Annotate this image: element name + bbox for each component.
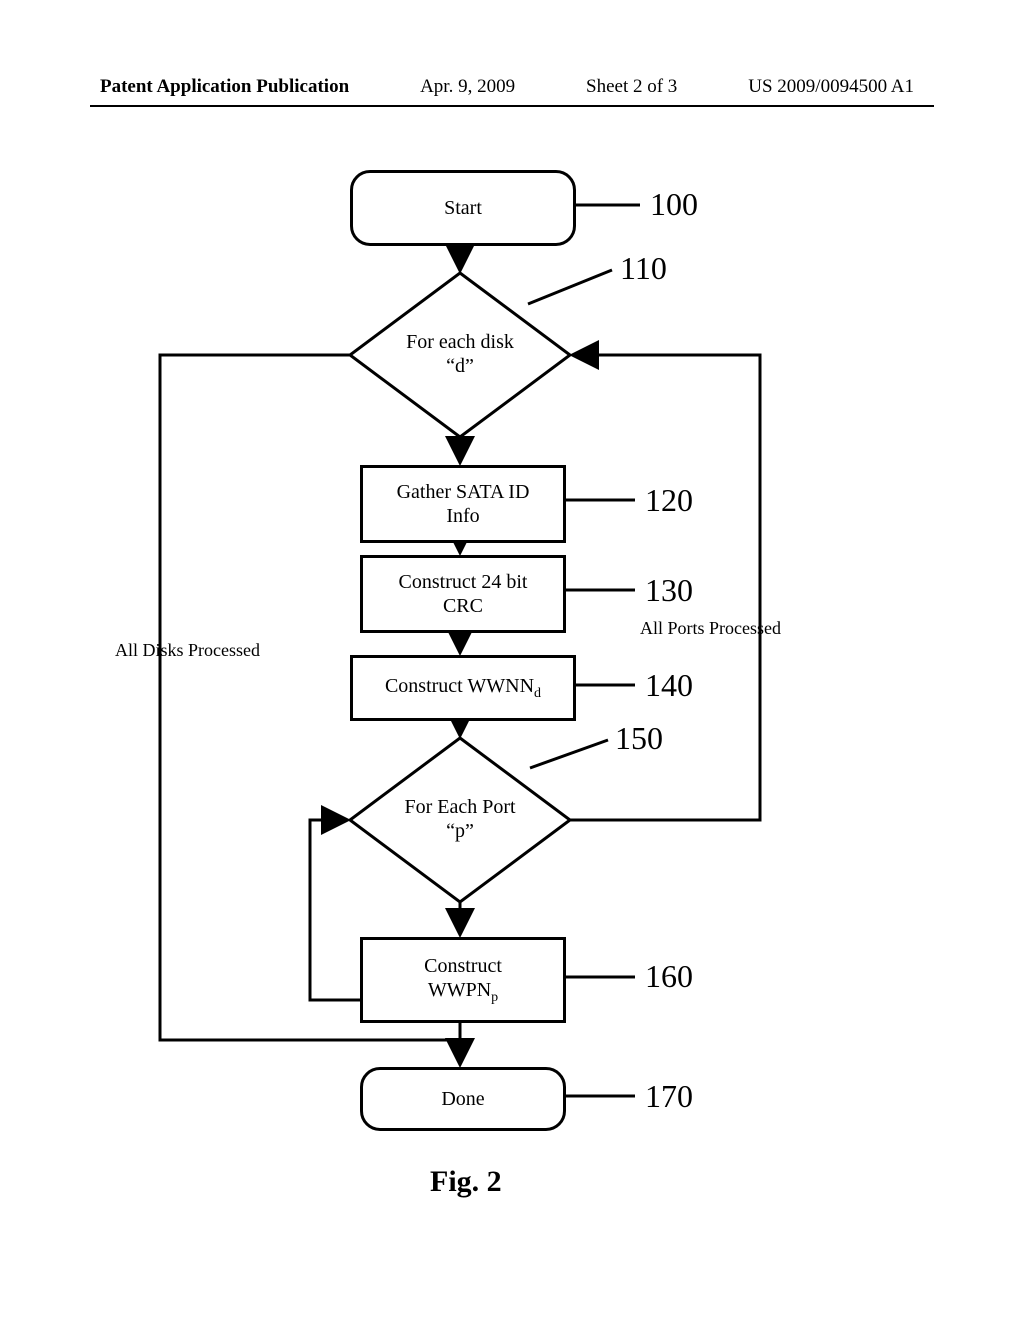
ref-150: 150 [615, 720, 663, 757]
node-wwnn-text: Construct WWNNd [385, 674, 541, 703]
node-wwnn: Construct WWNNd [350, 655, 576, 721]
node-crc-text: Construct 24 bit CRC [399, 570, 528, 618]
header-publication: Patent Application Publication [100, 76, 349, 98]
node-wwpn-text: ConstructWWPNp [424, 954, 502, 1007]
label-all-disks-processed: All Disks Processed [115, 640, 260, 661]
header-divider [90, 105, 934, 107]
loop-port-label: For Each Port “p” [404, 796, 515, 842]
ref-110: 110 [620, 250, 667, 287]
label-all-ports-processed: All Ports Processed [640, 618, 781, 639]
node-loop-port-text: For Each Port “p” [350, 795, 570, 843]
ref-120: 120 [645, 482, 693, 519]
ref-160: 160 [645, 958, 693, 995]
header-date: Apr. 9, 2009 [420, 76, 515, 98]
node-crc: Construct 24 bit CRC [360, 555, 566, 633]
node-gather-sata: Gather SATA ID Info [360, 465, 566, 543]
header-patent-number: US 2009/0094500 A1 [748, 76, 914, 98]
ref-140: 140 [645, 667, 693, 704]
node-start-text: Start [444, 196, 482, 220]
loop-disk-label: For each disk “d” [406, 331, 514, 377]
node-done: Done [360, 1067, 566, 1131]
header-sheet: Sheet 2 of 3 [586, 76, 677, 98]
node-done-text: Done [441, 1087, 484, 1111]
figure-caption: Fig. 2 [430, 1165, 502, 1199]
node-gather-text: Gather SATA ID Info [397, 480, 530, 528]
node-wwpn: ConstructWWPNp [360, 937, 566, 1023]
page-header: Patent Application Publication Apr. 9, 2… [0, 76, 1024, 98]
ref-170: 170 [645, 1078, 693, 1115]
ref-100: 100 [650, 186, 698, 223]
ref-130: 130 [645, 572, 693, 609]
flowchart-canvas: Start 100 For each disk “d” 110 Gather S… [0, 140, 1024, 1240]
node-loop-disk-text: For each disk “d” [350, 330, 570, 378]
node-start: Start [350, 170, 576, 246]
